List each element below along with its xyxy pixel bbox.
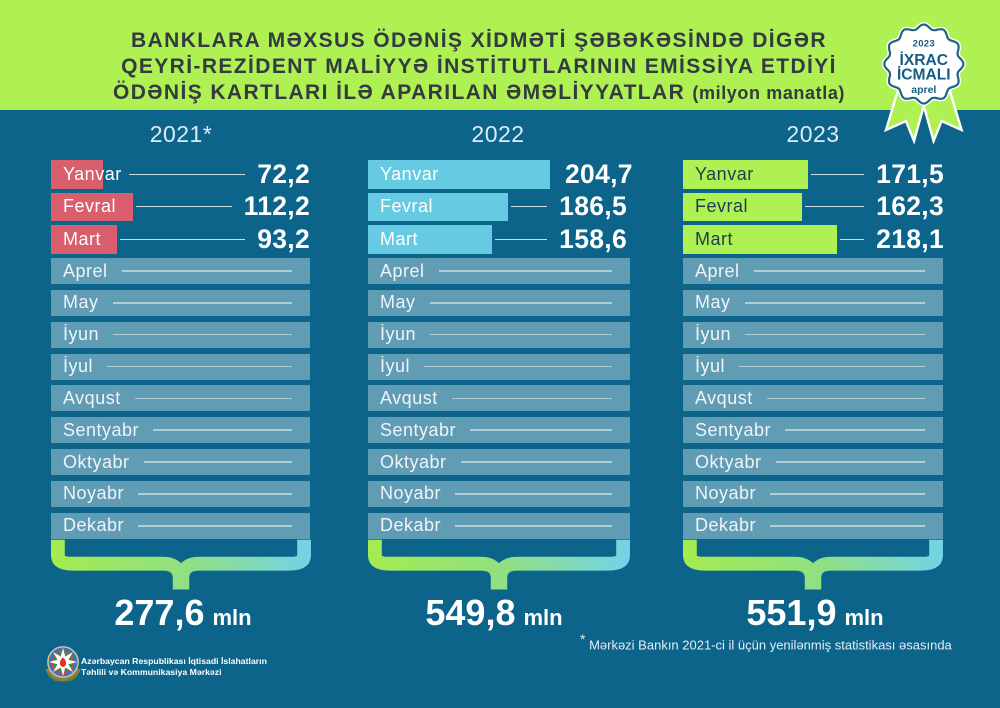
svg-text:İXRAC: İXRAC — [900, 51, 949, 69]
svg-text:aprel: aprel — [911, 84, 936, 96]
svg-text:İCMALI: İCMALI — [897, 66, 951, 84]
svg-text:2023: 2023 — [913, 38, 935, 49]
